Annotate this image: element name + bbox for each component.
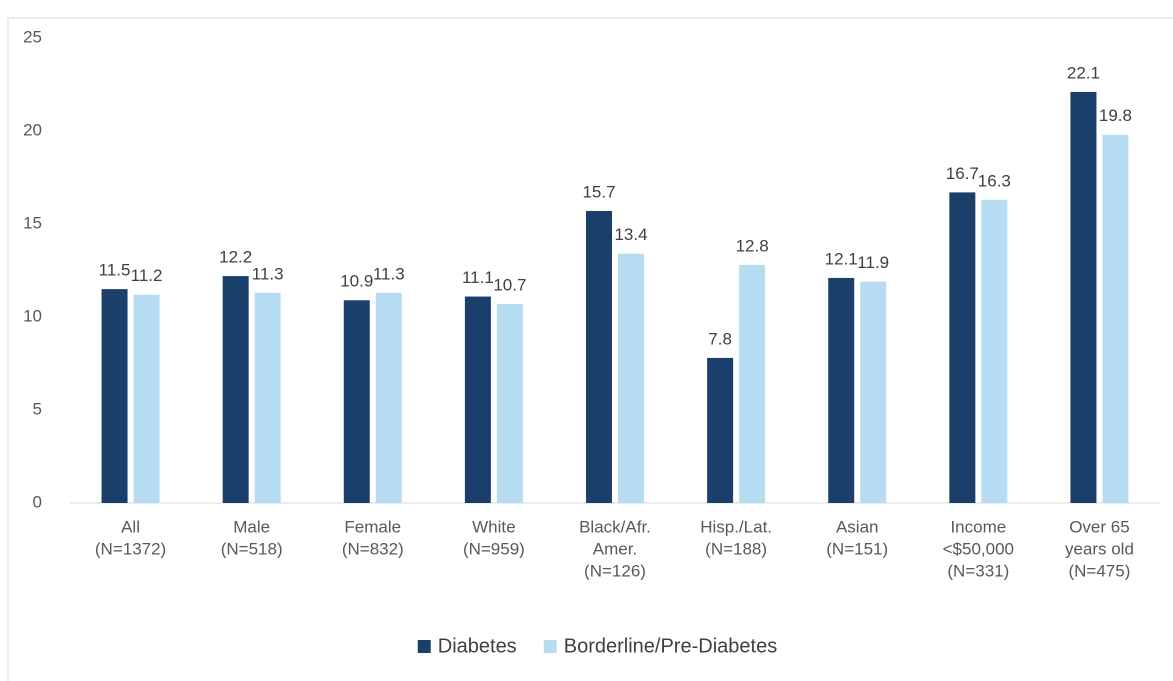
bar — [707, 357, 734, 503]
x-tick-label: <$50,000 — [943, 539, 1014, 558]
bar — [496, 303, 523, 503]
x-tick-label: Black/Afr. — [579, 517, 651, 536]
bar — [586, 210, 612, 504]
value-label: 15.7 — [582, 182, 615, 201]
bar — [1102, 134, 1129, 503]
legend-swatch — [417, 640, 431, 653]
value-label: 7.8 — [708, 329, 732, 348]
x-tick-label: (N=959) — [463, 539, 525, 558]
bar — [860, 281, 887, 503]
x-tick-label: (N=188) — [705, 539, 767, 558]
legend-swatch — [543, 640, 557, 653]
x-tick-label: Over 65 — [1069, 517, 1129, 536]
value-label: 11.9 — [857, 253, 889, 272]
value-label: 19.8 — [1099, 106, 1132, 125]
x-tick-label: Female — [344, 517, 401, 536]
x-tick-label: Income — [950, 517, 1006, 536]
y-tick-label: 25 — [23, 27, 42, 46]
value-label: 10.9 — [340, 272, 373, 291]
legend-label: Borderline/Pre-Diabetes — [564, 635, 777, 657]
value-label: 10.7 — [493, 275, 526, 294]
x-tick-label: (N=126) — [584, 561, 646, 580]
y-tick-label: 15 — [23, 213, 42, 232]
y-tick-label: 20 — [23, 120, 42, 139]
x-tick-label: years old — [1065, 539, 1134, 558]
value-label: 11.2 — [131, 266, 163, 285]
value-label: 11.3 — [373, 264, 405, 283]
bar — [949, 192, 976, 503]
y-tick-label: 10 — [23, 306, 42, 325]
bar — [828, 277, 855, 503]
value-label: 16.7 — [946, 164, 979, 183]
value-label: 16.3 — [978, 171, 1011, 190]
y-tick-label: 5 — [33, 399, 42, 418]
legend-label: Diabetes — [438, 635, 517, 657]
bar — [133, 294, 160, 503]
x-tick-label: Amer. — [593, 539, 637, 558]
bar — [343, 300, 370, 503]
x-tick-label: All — [121, 517, 140, 536]
bar — [101, 289, 128, 503]
x-tick-label: (N=518) — [221, 539, 283, 558]
bar — [222, 276, 249, 503]
bar — [254, 292, 281, 503]
x-tick-label: Male — [233, 517, 270, 536]
bar — [981, 199, 1008, 503]
value-label: 12.8 — [736, 236, 769, 255]
value-label: 22.1 — [1067, 63, 1100, 82]
bar — [739, 264, 766, 503]
x-tick-label: Hisp./Lat. — [700, 517, 772, 536]
value-label: 12.1 — [825, 249, 858, 268]
bar — [464, 296, 491, 503]
x-tick-label: (N=1372) — [95, 539, 166, 558]
x-tick-label: (N=331) — [947, 561, 1009, 580]
x-tick-label: (N=151) — [826, 539, 888, 558]
bar — [618, 253, 644, 503]
x-tick-label: (N=475) — [1068, 561, 1130, 580]
x-tick-label: White — [472, 517, 515, 536]
value-label: 11.5 — [99, 261, 131, 280]
x-tick-label: (N=832) — [342, 539, 404, 558]
value-label: 11.3 — [252, 264, 284, 283]
value-label: 11.1 — [462, 268, 494, 287]
bar — [375, 292, 402, 503]
y-tick-label: 0 — [33, 492, 42, 511]
value-label: 13.4 — [614, 225, 647, 244]
value-label: 12.2 — [219, 248, 252, 267]
x-tick-label: Asian — [836, 517, 879, 536]
bar — [1070, 91, 1097, 503]
